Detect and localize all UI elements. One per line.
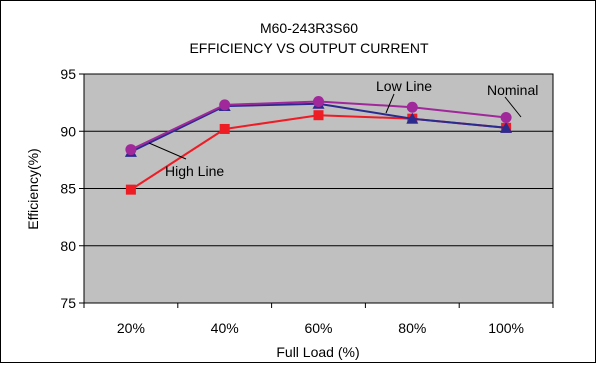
- data-point: [500, 112, 512, 124]
- y-tick-label: 95: [60, 66, 76, 82]
- y-tick-label: 90: [60, 123, 76, 139]
- data-point: [219, 123, 230, 134]
- high-line-leader: [148, 142, 187, 160]
- data-point: [406, 112, 419, 124]
- series-annotations: Low Line Nominal High Line: [148, 78, 538, 179]
- y-tick-label: 85: [60, 181, 76, 197]
- x-tick-label: 40%: [211, 320, 239, 336]
- x-tick-label: 60%: [304, 320, 332, 336]
- data-point: [219, 99, 231, 111]
- data-point: [125, 184, 136, 195]
- chart-subtitle: EFFICIENCY VS OUTPUT CURRENT: [189, 40, 429, 56]
- nominal-annotation: Nominal: [487, 82, 538, 98]
- chart-title: M60-243R3S60: [260, 20, 358, 36]
- x-axis-label: Full Load (%): [276, 344, 359, 360]
- x-tick-label: 80%: [398, 320, 426, 336]
- data-point: [313, 95, 324, 107]
- data-point: [125, 144, 137, 156]
- y-tick-label: 75: [60, 295, 76, 311]
- data-point: [500, 121, 513, 133]
- nominal-leader: [504, 96, 522, 118]
- plot-area: 75 80 85 90 95 20% 40% 60% 80% 100%: [60, 66, 554, 336]
- x-tick-label: 20%: [117, 320, 145, 336]
- y-tick-label: 80: [60, 238, 76, 254]
- x-tick-label: 100%: [488, 320, 524, 336]
- low-line-annotation: Low Line: [376, 78, 432, 94]
- data-point: [406, 101, 418, 113]
- y-axis-label: Efficiency(%): [25, 148, 41, 229]
- high-line-annotation: High Line: [165, 163, 224, 179]
- low-line-leader: [385, 93, 395, 114]
- data-point: [313, 110, 324, 121]
